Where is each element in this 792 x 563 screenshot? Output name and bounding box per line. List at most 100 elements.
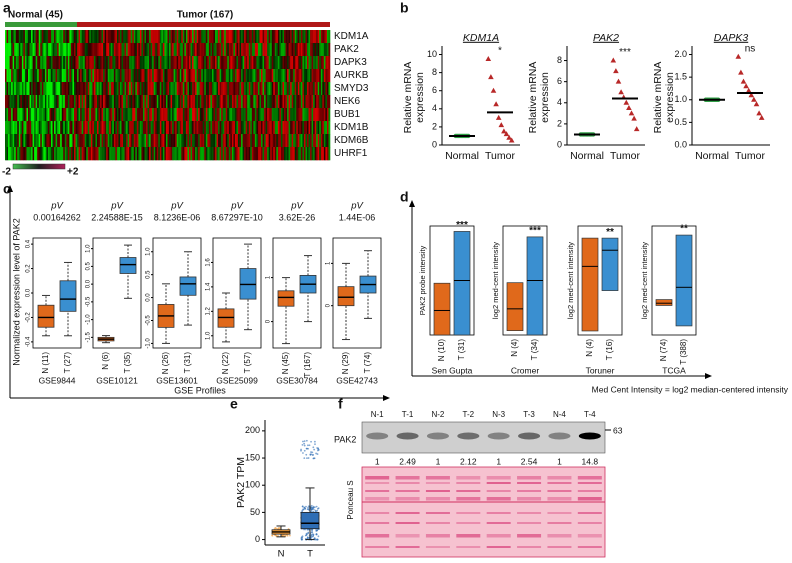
heatmap-cell — [254, 147, 257, 161]
heatmap-cell — [202, 108, 205, 122]
heatmap-cell — [116, 82, 119, 96]
y-axis-label: PAK2 probe intensity — [418, 246, 427, 316]
heatmap-cell — [175, 108, 177, 122]
heatmap-cell — [90, 121, 93, 135]
heatmap-cell — [130, 82, 133, 96]
heatmap-cell — [20, 147, 23, 161]
heatmap-cell — [282, 147, 285, 161]
heatmap-cell — [294, 82, 297, 96]
heatmap-cell — [159, 43, 162, 57]
heatmap-cell — [284, 95, 286, 109]
heatmap-cell — [311, 30, 314, 44]
x-tick-label: N (4) — [585, 339, 594, 357]
jitter-dot — [301, 505, 304, 508]
heatmap-cell — [161, 95, 164, 109]
heatmap-cell — [184, 121, 187, 135]
heatmap-cell — [297, 134, 300, 148]
heatmap-cell — [123, 121, 125, 135]
heatmap-cell — [296, 147, 299, 161]
heatmap-cell — [176, 30, 179, 44]
heatmap-cell — [262, 56, 265, 70]
heatmap-cell — [70, 95, 73, 109]
heatmap-cell — [230, 30, 233, 44]
heatmap-cell — [305, 69, 308, 83]
heatmap-cell — [303, 108, 306, 122]
heatmap-cell — [299, 43, 302, 57]
heatmap-cell — [49, 69, 52, 83]
heatmap-cell — [152, 82, 155, 96]
heatmap-cell — [187, 30, 190, 44]
stain-band — [395, 482, 420, 484]
heatmap-cell — [17, 82, 20, 96]
heatmap-cell — [242, 69, 245, 83]
heatmap-cell — [201, 134, 204, 148]
heatmap-cell — [213, 147, 216, 161]
data-point — [753, 101, 760, 107]
significance: ns — [745, 43, 756, 54]
heatmap-cell — [307, 121, 309, 135]
heatmap-cell — [262, 121, 265, 135]
heatmap-cell — [303, 147, 306, 161]
heatmap-cell — [146, 121, 148, 135]
heatmap-cell — [178, 43, 181, 57]
heatmap-cell — [264, 108, 266, 122]
heatmap-cell — [300, 95, 303, 109]
heatmap-cell — [198, 108, 200, 122]
heatmap-cell — [152, 147, 155, 161]
heatmap-cell — [20, 56, 23, 70]
heatmap-cell — [133, 108, 136, 122]
heatmap-cell — [11, 134, 13, 148]
heatmap-cell — [184, 134, 187, 148]
arrow-head — [383, 395, 390, 401]
heatmap-cell — [201, 56, 204, 70]
heatmap-cell — [251, 69, 254, 83]
gene-label: NEK6 — [334, 96, 361, 107]
jitter-dot — [303, 506, 306, 509]
heatmap-cell — [199, 30, 202, 44]
stain-band — [456, 546, 481, 548]
heatmap-cell — [176, 121, 179, 135]
heatmap-cell — [141, 43, 144, 57]
y-tick-label: 4 — [557, 97, 562, 107]
plot-frame — [212, 237, 262, 349]
heatmap-cell — [104, 30, 107, 44]
heatmap-cell — [176, 147, 179, 161]
heatmap-cell — [130, 108, 133, 122]
heatmap-cell — [126, 147, 128, 161]
heatmap-cell — [185, 147, 188, 161]
heatmap-cell — [305, 82, 308, 96]
heatmap-cell — [308, 121, 311, 135]
x-tick-label: Normal — [695, 150, 729, 162]
heatmap-cell — [248, 30, 251, 44]
heatmap-cell — [156, 56, 159, 70]
heatmap-cell — [101, 82, 104, 96]
heatmap-cell — [224, 69, 227, 83]
heatmap-cell — [253, 108, 256, 122]
heatmap-cell — [247, 108, 250, 122]
heatmap-cell — [11, 82, 13, 96]
jitter-dot — [302, 452, 304, 454]
heatmap-cell — [61, 30, 64, 44]
heatmap-cell — [110, 43, 113, 57]
heatmap-cell — [199, 121, 202, 135]
heatmap-cell — [41, 134, 44, 148]
heatmap-cell — [75, 30, 78, 44]
heatmap-cell — [52, 121, 55, 135]
heatmap-cell — [116, 95, 119, 109]
heatmap-cell — [198, 147, 200, 161]
heatmap-cell — [178, 30, 181, 44]
heatmap-cell — [265, 95, 268, 109]
heatmap-cell — [95, 147, 98, 161]
panel-label: f — [338, 396, 343, 412]
heatmap-cell — [54, 43, 56, 57]
jitter-dot — [313, 448, 316, 451]
heatmap-cell — [201, 95, 204, 109]
heatmap-cell — [205, 95, 208, 109]
heatmap-cell — [323, 56, 326, 70]
heatmap-cell — [221, 30, 223, 44]
heatmap-cell — [196, 121, 199, 135]
heatmap-cell — [188, 147, 191, 161]
heatmap-cell — [46, 69, 49, 83]
heatmap-cell — [317, 82, 320, 96]
heatmap-cell — [146, 147, 148, 161]
